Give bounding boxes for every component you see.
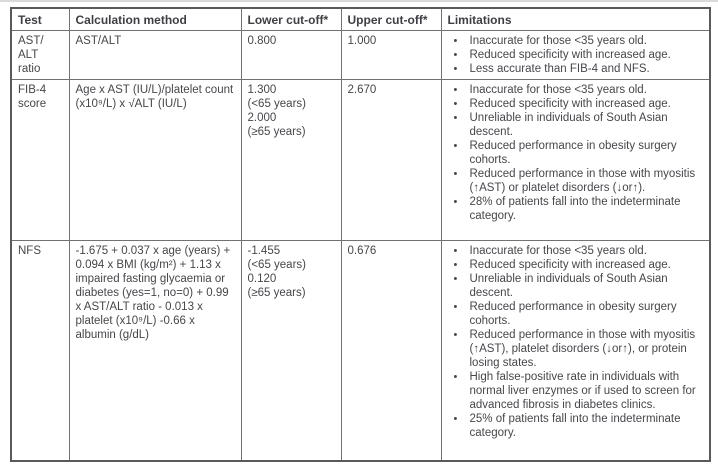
lower-cutoff-line: (<65 years) [247, 259, 306, 271]
test-line: AST/ [18, 35, 44, 47]
limitations-cell: • Inaccurate for those <35 years old. • … [440, 240, 711, 461]
limitation-text: Inaccurate for those <35 years old. [469, 35, 647, 47]
limitation-item: • High false-positive rate in individual… [448, 370, 704, 412]
table-row-nfs: NFS -1.675 + 0.037 x age (years) + 0.094… [10, 240, 711, 461]
bullet-icon: • [453, 371, 458, 383]
limitation-item: • 25% of patients fall into the indeterm… [448, 412, 704, 440]
limitation-text: High false-positive rate in individuals … [469, 371, 696, 411]
limitation-item: • 28% of patients fall into the indeterm… [448, 195, 704, 223]
upper-cutoff-cell: 0.676 [340, 240, 442, 461]
limitation-text: Unreliable in individuals of South Asian… [469, 273, 668, 299]
lower-cutoff-line: (≥65 years) [247, 126, 306, 138]
limitation-item: • Reduced specificity with increased age… [448, 258, 704, 272]
limitation-item: • Less accurate than FIB-4 and NFS. [448, 62, 704, 76]
lower-cutoff-line: (<65 years) [247, 98, 306, 110]
limitation-text: Less accurate than FIB-4 and NFS. [469, 63, 650, 75]
lower-cutoff-line: -1.455 [247, 245, 281, 257]
limitation-item: • Unreliable in individuals of South Asi… [448, 111, 704, 139]
test-cell: AST/ ALT ratio [10, 30, 70, 80]
limitation-text: Unreliable in individuals of South Asian… [469, 112, 668, 138]
upper-cutoff-cell: 1.000 [340, 30, 442, 80]
limitations-cell: • Inaccurate for those <35 years old. • … [440, 30, 711, 80]
calculation-cell: Age x AST (IU/L)/platelet count (x10⁹/L)… [68, 79, 242, 241]
bullet-icon: • [453, 259, 458, 271]
top-rule [0, 0, 718, 2]
test-line: FIB-4 [18, 84, 47, 96]
limitation-item: • Inaccurate for those <35 years old. [448, 34, 704, 48]
calculation-cell: AST/ALT [68, 30, 242, 80]
test-line: NFS [18, 245, 41, 257]
limitation-text: 28% of patients fall into the indetermin… [469, 196, 681, 222]
limitation-item: • Reduced performance in obesity surgery… [448, 139, 704, 167]
col-header-test: Test [10, 7, 70, 31]
bullet-icon: • [453, 49, 458, 61]
limitation-text: Reduced specificity with increased age. [469, 259, 671, 271]
limitation-item: • Reduced specificity with increased age… [448, 48, 704, 62]
col-header-lower-cutoff: Lower cut-off* [240, 7, 342, 31]
bullet-icon: • [453, 140, 458, 152]
calculation-cell: -1.675 + 0.037 x age (years) + 0.094 x B… [68, 240, 242, 461]
limitation-item: • Reduced performance in those with myos… [448, 328, 704, 370]
bullet-icon: • [453, 98, 458, 110]
bullet-icon: • [453, 112, 458, 124]
limitation-item: • Unreliable in individuals of South Asi… [448, 272, 704, 300]
lower-cutoff-line: 0.120 [247, 273, 277, 285]
limitations-cell: • Inaccurate for those <35 years old. • … [440, 79, 711, 241]
fibrosis-test-cutoff-table: Test Calculation method Lower cut-off* U… [10, 7, 711, 462]
table-row-fib4-score: FIB-4 score Age x AST (IU/L)/platelet co… [10, 79, 711, 241]
test-cell: FIB-4 score [10, 79, 70, 241]
upper-cutoff-cell: 2.670 [340, 79, 442, 241]
bullet-icon: • [453, 245, 458, 257]
test-line: ALT [18, 49, 39, 61]
test-line: ratio [18, 63, 41, 75]
col-header-limitations: Limitations [440, 7, 711, 31]
bullet-icon: • [453, 168, 458, 180]
bullet-icon: • [453, 84, 458, 96]
lower-cutoff-cell: 1.300 (<65 years) 2.000 (≥65 years) [240, 79, 342, 241]
test-cell: NFS [10, 240, 70, 461]
table-row-ast-alt-ratio: AST/ ALT ratio AST/ALT 0.800 1.000 • Ina… [10, 30, 711, 80]
limitation-text: Reduced performance in those with myosit… [469, 329, 696, 369]
limitation-item: • Reduced specificity with increased age… [448, 97, 704, 111]
col-header-upper-cutoff: Upper cut-off* [340, 7, 442, 31]
bullet-icon: • [453, 301, 458, 313]
limitation-text: Reduced performance in those with myosit… [469, 168, 696, 194]
lower-cutoff-line: 0.800 [247, 35, 277, 47]
bullet-icon: • [453, 329, 458, 341]
limitation-text: Reduced performance in obesity surgery c… [469, 301, 677, 327]
bullet-icon: • [453, 273, 458, 285]
lower-cutoff-cell: 0.800 [240, 30, 342, 80]
lower-cutoff-line: 1.300 [247, 84, 277, 96]
bullet-icon: • [453, 196, 458, 208]
lower-cutoff-cell: -1.455 (<65 years) 0.120 (≥65 years) [240, 240, 342, 461]
lower-cutoff-line: (≥65 years) [247, 287, 306, 299]
limitation-text: Reduced specificity with increased age. [469, 98, 671, 110]
lower-cutoff-line: 2.000 [247, 112, 277, 124]
limitation-text: Reduced performance in obesity surgery c… [469, 140, 677, 166]
limitation-text: 25% of patients fall into the indetermin… [469, 413, 681, 439]
limitation-text: Reduced specificity with increased age. [469, 49, 671, 61]
test-line: score [18, 98, 47, 110]
col-header-calculation-method: Calculation method [68, 7, 242, 31]
limitation-item: • Reduced performance in those with myos… [448, 167, 704, 195]
limitation-item: • Reduced performance in obesity surgery… [448, 300, 704, 328]
header-row: Test Calculation method Lower cut-off* U… [10, 7, 711, 31]
bullet-icon: • [453, 63, 458, 75]
limitation-text: Inaccurate for those <35 years old. [469, 84, 647, 96]
limitation-item: • Inaccurate for those <35 years old. [448, 244, 704, 258]
limitation-item: • Inaccurate for those <35 years old. [448, 83, 704, 97]
bullet-icon: • [453, 413, 458, 425]
bullet-icon: • [453, 35, 458, 47]
limitation-text: Inaccurate for those <35 years old. [469, 245, 647, 257]
